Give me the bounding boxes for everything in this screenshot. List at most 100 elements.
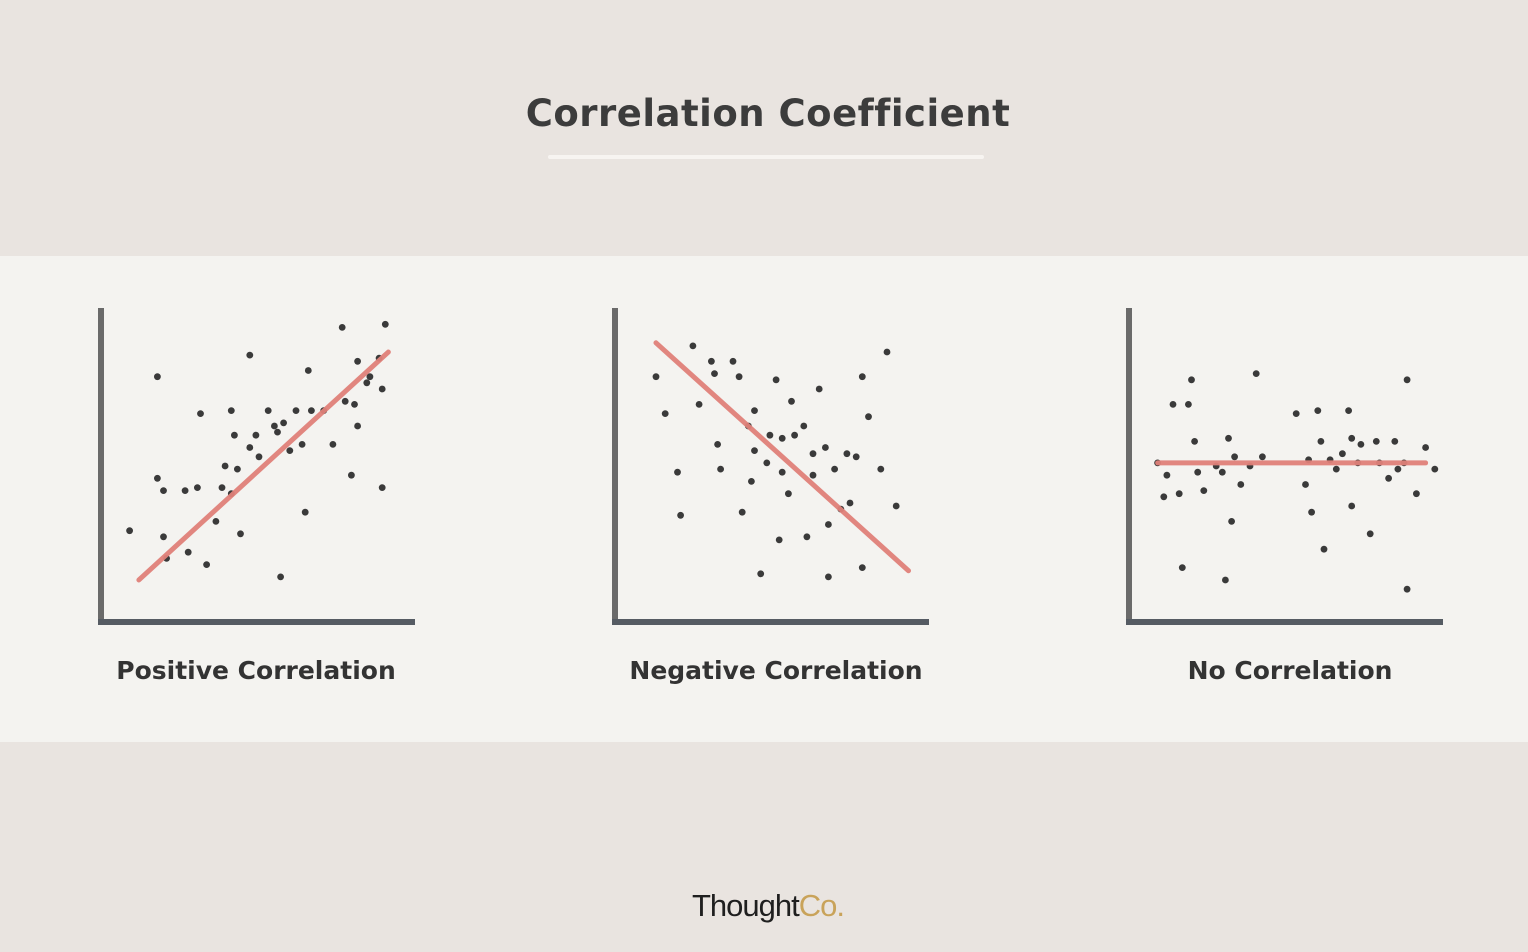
scatter-point: [822, 444, 829, 451]
scatter-point: [212, 518, 220, 525]
chart-caption-none: No Correlation: [1187, 656, 1393, 685]
title-underline: [548, 155, 984, 159]
scatter-point: [748, 478, 755, 485]
scatter-point: [825, 573, 832, 581]
scatter-point: [304, 367, 312, 374]
scatter-point: [1225, 434, 1232, 442]
scatter-point: [1308, 508, 1315, 516]
brand-logo-accent: Co.: [798, 888, 845, 923]
scatter-point: [234, 465, 241, 473]
scatter-point: [277, 573, 284, 581]
scatter-point: [1222, 576, 1229, 584]
scatter-point: [788, 397, 795, 405]
scatter-point: [194, 484, 201, 491]
scatter-point: [1366, 530, 1374, 538]
scatter-point: [1228, 518, 1235, 525]
scatter-point: [1194, 468, 1202, 476]
scatter-point: [160, 533, 167, 541]
scatter-point: [308, 407, 315, 414]
scatter-point: [1431, 465, 1439, 473]
scatter-point: [738, 508, 746, 516]
scatter-point: [1188, 376, 1195, 384]
scatter-point: [160, 487, 167, 494]
scatter-point: [1200, 487, 1208, 494]
scatter-point: [154, 373, 161, 381]
scatter-point: [711, 370, 718, 377]
scatter-point: [1292, 410, 1300, 417]
brand-logo: ThoughtCo.: [0, 888, 1528, 924]
scatter-point: [154, 474, 161, 482]
scatter-point: [1391, 438, 1399, 445]
scatter-point: [677, 511, 684, 519]
scatter-point: [329, 441, 337, 448]
scatter-point: [1169, 401, 1177, 408]
scatter-points: [652, 342, 900, 581]
scatter-point: [846, 499, 854, 507]
scatter-point: [280, 419, 287, 427]
charts-band: [0, 256, 1528, 742]
scatter-point: [689, 342, 697, 350]
scatter-point: [1332, 465, 1340, 473]
scatter-point: [1191, 438, 1198, 445]
scatter-point: [892, 502, 900, 510]
scatter-point: [757, 570, 765, 578]
scatter-point: [778, 468, 786, 476]
trend-line: [136, 349, 391, 583]
scatter-point: [1394, 465, 1402, 473]
scatter-point: [366, 373, 374, 381]
scatter-point: [237, 530, 244, 538]
chart-no-correlation: [1121, 300, 1461, 630]
scatter-point: [674, 468, 681, 476]
scatter-point: [1413, 490, 1420, 498]
scatter-point: [1348, 502, 1356, 510]
scatter-point: [354, 357, 361, 365]
scatter-point: [751, 407, 758, 414]
scatter-point: [378, 484, 386, 491]
scatter-point: [772, 376, 780, 384]
scatter-point: [1237, 481, 1245, 488]
scatter-point: [1175, 490, 1183, 498]
scatter-point: [661, 410, 669, 417]
scatter-point: [865, 413, 872, 421]
scatter-point: [843, 450, 851, 458]
scatter-point: [298, 441, 306, 448]
scatter-point: [825, 521, 832, 528]
scatter-point: [652, 373, 660, 381]
scatter-point: [1357, 441, 1365, 448]
scatter-point: [221, 462, 229, 470]
scatter-point: [378, 385, 386, 393]
scatter-point: [274, 428, 281, 436]
scatter-point: [1403, 376, 1411, 384]
scatter-point: [252, 431, 260, 439]
scatter-point: [301, 508, 309, 516]
scatter-point: [1314, 407, 1322, 414]
scatter-point: [800, 422, 808, 430]
scatter-point: [766, 431, 774, 439]
scatter-point: [1218, 468, 1226, 476]
scatter-point: [338, 324, 346, 331]
scatter-point: [1422, 444, 1429, 451]
scatter-point: [831, 465, 838, 473]
scatter-point: [286, 447, 294, 454]
scatter-point: [791, 431, 798, 439]
scatter-point: [255, 453, 263, 461]
scatter-plot-svg: [612, 308, 929, 625]
page-title: Correlation Coefficient: [525, 92, 1011, 135]
scatter-point: [271, 422, 278, 430]
scatter-point: [203, 561, 210, 568]
scatter-points: [1154, 370, 1439, 593]
scatter-point: [354, 422, 361, 430]
scatter-point: [1339, 450, 1346, 458]
scatter-point: [1185, 401, 1192, 408]
scatter-point: [1403, 585, 1411, 593]
chart-positive-correlation: [93, 300, 433, 630]
scatter-point: [381, 320, 389, 328]
scatter-point: [246, 444, 254, 451]
scatter-point: [181, 487, 189, 494]
scatter-point: [717, 465, 724, 473]
scatter-point: [1178, 564, 1186, 571]
scatter-point: [246, 351, 254, 359]
scatter-plot-svg: [98, 308, 415, 625]
scatter-point: [785, 490, 792, 498]
scatter-point: [1231, 453, 1238, 461]
